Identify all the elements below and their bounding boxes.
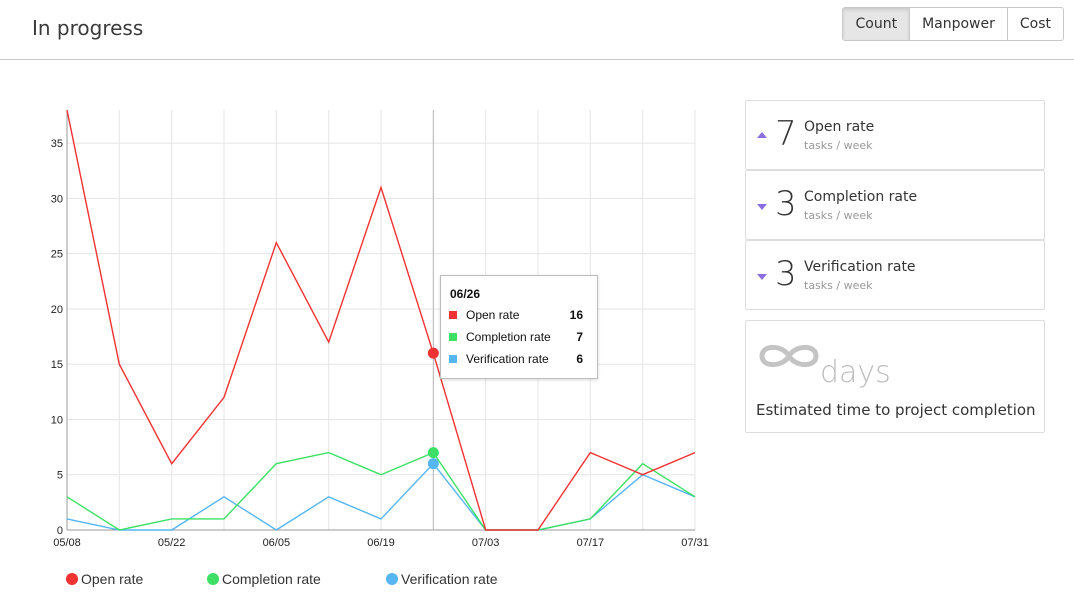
page-header: In progress Count Manpower Cost xyxy=(0,0,1074,60)
cost-button[interactable]: Cost xyxy=(1007,8,1063,40)
stat-label: Open rate xyxy=(804,119,875,135)
tooltip-row-open: Open rate 16 xyxy=(449,307,591,323)
y-tick-label: 15 xyxy=(51,359,63,371)
tooltip-swatch-open xyxy=(449,311,457,319)
legend-dot-completion xyxy=(207,573,219,585)
count-button[interactable]: Count xyxy=(843,8,911,40)
hover-point-completion-rate xyxy=(427,447,439,459)
rate-line-chart: 0 5 10 15 20 25 30 35 05/08 05/22 06/05 06/19 07/03 0… xyxy=(51,109,709,549)
stat-value: 3 xyxy=(775,184,797,224)
legend-dot-verification xyxy=(386,573,398,585)
stat-card-completion-rate: 3 Completion rate tasks / week xyxy=(745,170,1045,240)
hover-point-open-rate xyxy=(427,347,439,359)
stat-card-open-rate: 7 Open rate tasks / week xyxy=(745,100,1045,170)
trend-down-icon xyxy=(757,274,767,280)
tooltip-row-verification: Verification rate 6 xyxy=(449,351,591,367)
x-tick-label: 06/19 xyxy=(367,537,395,549)
y-tick-label: 0 xyxy=(57,525,63,537)
estimate-label: Estimated time to project completion xyxy=(756,401,1036,419)
y-tick-label: 30 xyxy=(51,193,63,205)
estimate-unit: days xyxy=(820,355,891,390)
stat-unit: tasks / week xyxy=(804,279,873,292)
tooltip-value-completion: 7 xyxy=(576,330,583,344)
tooltip-label-completion: Completion rate xyxy=(466,330,551,344)
series-line-completion-rate xyxy=(66,451,696,531)
stat-label: Completion rate xyxy=(804,189,918,205)
stat-value: 3 xyxy=(775,254,797,294)
tooltip-swatch-verification xyxy=(449,355,457,363)
x-tick-label: 06/05 xyxy=(263,537,291,549)
legend-label-verification: Verification rate xyxy=(401,571,498,587)
legend-dot-open xyxy=(66,573,78,585)
x-tick-label: 07/03 xyxy=(472,537,500,549)
tooltip-value-open: 16 xyxy=(569,308,583,322)
tooltip-row-completion: Completion rate 7 xyxy=(449,329,591,345)
manpower-button[interactable]: Manpower xyxy=(910,8,1008,40)
y-tick-label: 35 xyxy=(51,138,63,150)
hover-point-verification-rate xyxy=(427,458,439,470)
x-tick-label: 05/22 xyxy=(158,537,186,549)
stat-unit: tasks / week xyxy=(804,139,873,152)
completion-estimate-card: days Estimated time to project completio… xyxy=(745,320,1045,433)
tooltip-label-verification: Verification rate xyxy=(466,352,549,366)
tooltip-value-verification: 6 xyxy=(576,352,583,366)
trend-down-icon xyxy=(757,204,767,210)
stat-unit: tasks / week xyxy=(804,209,873,222)
chart-legend: Open rate Completion rate Verification r… xyxy=(66,570,566,590)
legend-label-open: Open rate xyxy=(81,571,144,587)
y-tick-label: 25 xyxy=(51,249,63,261)
metric-toggle: Count Manpower Cost xyxy=(842,7,1064,41)
tooltip-label-open: Open rate xyxy=(466,308,520,322)
y-tick-label: 5 xyxy=(57,470,63,482)
stat-card-verification-rate: 3 Verification rate tasks / week xyxy=(745,240,1045,310)
chart-tooltip: 06/26 Open rate 16 Completion rate 7 Ver… xyxy=(440,275,598,379)
series-line-open-rate xyxy=(66,109,696,531)
trend-up-icon xyxy=(757,132,767,138)
stat-value: 7 xyxy=(775,114,797,154)
tooltip-swatch-completion xyxy=(449,333,457,341)
y-tick-label: 20 xyxy=(51,304,63,316)
y-tick-label: 10 xyxy=(51,414,63,426)
page-title: In progress xyxy=(32,16,144,40)
stat-label: Verification rate xyxy=(804,259,916,275)
x-tick-label: 05/08 xyxy=(53,537,81,549)
infinity-icon xyxy=(759,344,819,368)
x-tick-label: 07/31 xyxy=(681,537,709,549)
x-tick-label: 07/17 xyxy=(577,537,605,549)
legend-label-completion: Completion rate xyxy=(222,571,321,587)
tooltip-title: 06/26 xyxy=(450,287,481,301)
